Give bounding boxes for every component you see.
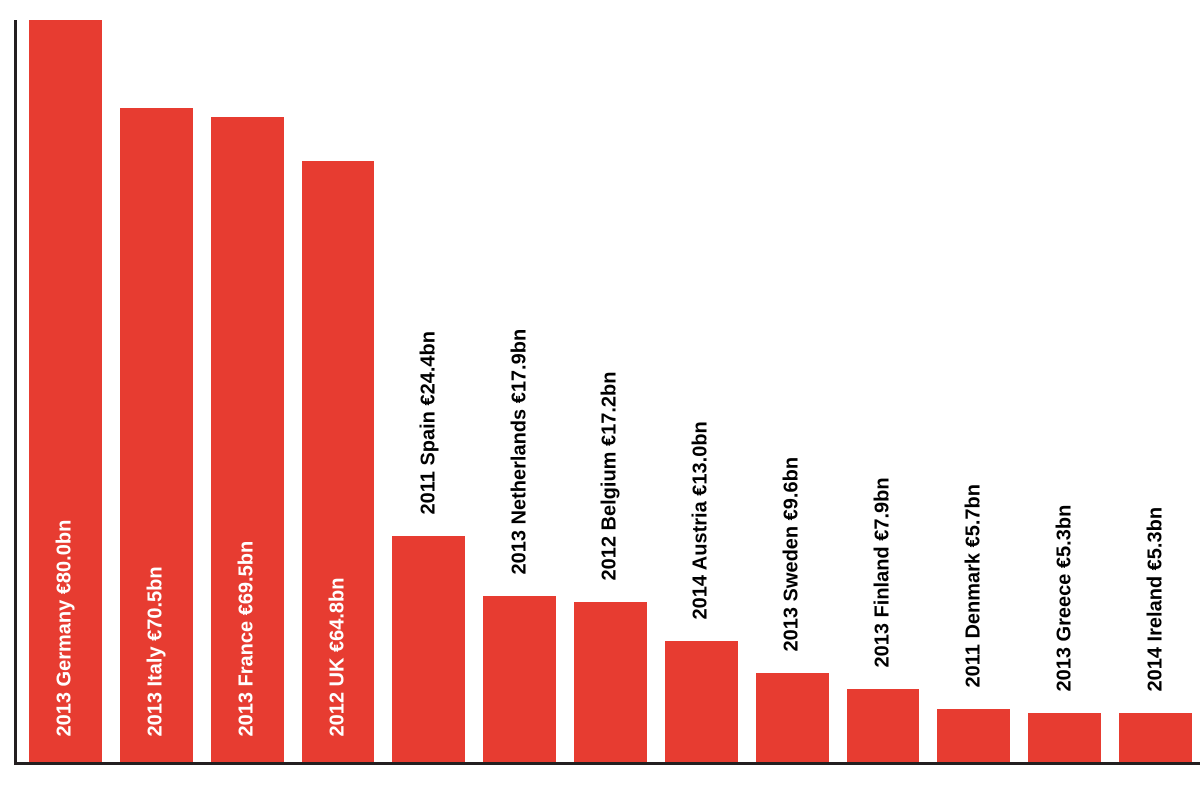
bar-label: 2011 Spain €24.4bn bbox=[417, 331, 440, 514]
bar-slot: 2012 UK €64.8bn bbox=[302, 20, 375, 762]
bar-ireland: 2014 Ireland €5.3bn bbox=[1119, 713, 1192, 762]
bar-uk: 2012 UK €64.8bn bbox=[302, 161, 375, 762]
bar-italy: 2013 Italy €70.5bn bbox=[120, 108, 193, 762]
bar-label: 2013 Greece €5.3bn bbox=[1053, 505, 1076, 692]
bar-label: 2013 Sweden €9.6bn bbox=[781, 457, 804, 652]
bar-slot: 2011 Denmark €5.7bn bbox=[937, 20, 1010, 762]
bar-label: 2013 France €69.5bn bbox=[236, 541, 259, 737]
x-axis bbox=[14, 762, 1200, 765]
bar-netherlands: 2013 Netherlands €17.9bn bbox=[483, 596, 556, 762]
bar-label: 2014 Ireland €5.3bn bbox=[1144, 507, 1167, 692]
bar-spain: 2011 Spain €24.4bn bbox=[392, 536, 465, 762]
bar-finland: 2013 Finland €7.9bn bbox=[847, 689, 920, 762]
bar-slot: 2013 Netherlands €17.9bn bbox=[483, 20, 556, 762]
bar-slot: 2014 Ireland €5.3bn bbox=[1119, 20, 1192, 762]
bar-slot: 2013 Greece €5.3bn bbox=[1028, 20, 1101, 762]
bar-slot: 2013 Germany €80.0bn bbox=[29, 20, 102, 762]
bar-austria: 2014 Austria €13.0bn bbox=[665, 641, 738, 762]
bar-slot: 2013 Sweden €9.6bn bbox=[756, 20, 829, 762]
bar-sweden: 2013 Sweden €9.6bn bbox=[756, 673, 829, 762]
bar-label: 2013 Finland €7.9bn bbox=[872, 477, 895, 667]
bar-slot: 2014 Austria €13.0bn bbox=[665, 20, 738, 762]
bar-slot: 2011 Spain €24.4bn bbox=[392, 20, 465, 762]
bar-belgium: 2012 Belgium €17.2bn bbox=[574, 602, 647, 762]
bar-label: 2013 Netherlands €17.9bn bbox=[508, 329, 531, 575]
bar-slot: 2012 Belgium €17.2bn bbox=[574, 20, 647, 762]
bar-slot: 2013 France €69.5bn bbox=[211, 20, 284, 762]
bar-germany: 2013 Germany €80.0bn bbox=[29, 20, 102, 762]
bar-greece: 2013 Greece €5.3bn bbox=[1028, 713, 1101, 762]
bar-label: 2014 Austria €13.0bn bbox=[690, 422, 713, 620]
bar-label: 2013 Italy €70.5bn bbox=[145, 566, 168, 736]
bar-france: 2013 France €69.5bn bbox=[211, 117, 284, 762]
bar-chart: 2013 Germany €80.0bn 2013 Italy €70.5bn 20… bbox=[0, 0, 1200, 795]
bar-label: 2011 Denmark €5.7bn bbox=[962, 484, 985, 687]
bar-denmark: 2011 Denmark €5.7bn bbox=[937, 709, 1010, 762]
bar-label: 2012 Belgium €17.2bn bbox=[599, 372, 622, 581]
bar-slot: 2013 Italy €70.5bn bbox=[120, 20, 193, 762]
bar-slot: 2013 Finland €7.9bn bbox=[847, 20, 920, 762]
bar-label: 2012 UK €64.8bn bbox=[326, 578, 349, 737]
bar-label: 2013 Germany €80.0bn bbox=[54, 520, 77, 737]
plot-area: 2013 Germany €80.0bn 2013 Italy €70.5bn 20… bbox=[17, 20, 1200, 762]
